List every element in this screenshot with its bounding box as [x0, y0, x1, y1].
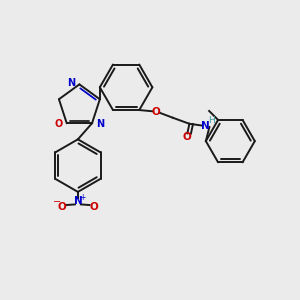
Text: O: O [58, 202, 67, 212]
Text: N: N [67, 78, 75, 88]
Text: O: O [182, 132, 191, 142]
Text: +: + [80, 194, 86, 202]
Text: O: O [151, 107, 160, 117]
Text: N: N [96, 119, 104, 129]
Text: N: N [74, 196, 82, 206]
Text: O: O [55, 119, 63, 129]
Text: −: − [52, 197, 61, 207]
Text: N: N [202, 121, 210, 131]
Text: O: O [89, 202, 98, 212]
Text: H: H [208, 116, 215, 125]
